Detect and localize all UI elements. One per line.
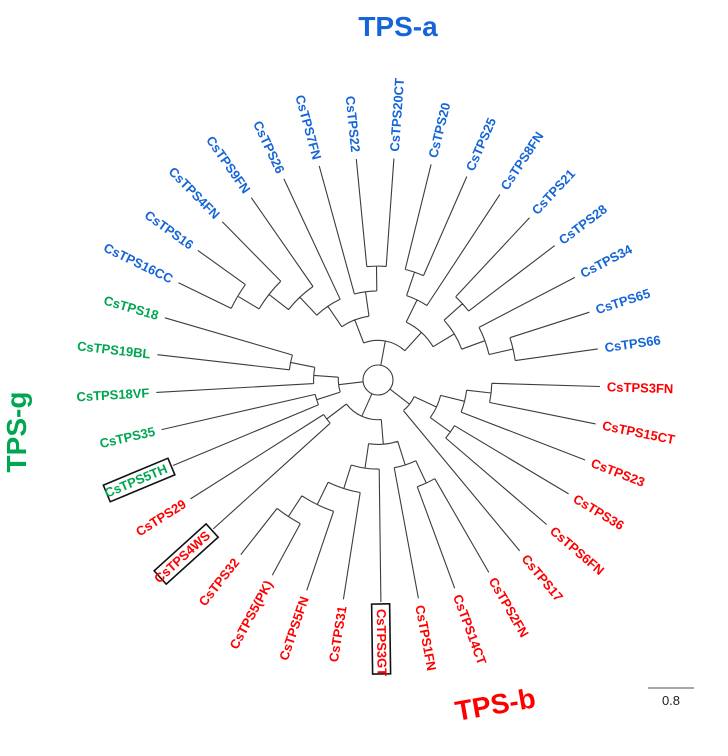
leaf-label: CsTPS2FN — [486, 575, 532, 640]
leaf: CsTPS18 — [102, 293, 160, 323]
leaf-label: CsTPS7FN — [292, 93, 324, 161]
leaf-label: CsTPS18VF — [76, 385, 150, 404]
leaf-label: CsTPS4WS — [151, 528, 213, 586]
leaf: CsTPS5TH — [102, 457, 176, 503]
clade-label-tps-g: TPS-g — [1, 392, 32, 473]
leaf: CsTPS23 — [589, 455, 647, 489]
leaf-label: CsTPS20 — [425, 101, 453, 159]
highlight-box — [153, 522, 220, 586]
leaf-label: CsTPS3GT — [374, 609, 390, 676]
tree-branch-paths — [156, 158, 600, 603]
leaf: CsTPS34 — [578, 241, 636, 281]
leaf: CsTPS31 — [326, 605, 350, 663]
scale-bar: 0.8 — [648, 687, 694, 708]
leaf: CsTPS20 — [425, 101, 453, 159]
leaf: CsTPS2FN — [486, 575, 532, 640]
leaf: CsTPS3FN — [607, 379, 674, 396]
leaf: CsTPS6FN — [547, 523, 607, 578]
highlight-box — [102, 457, 176, 503]
leaf-label: CsTPS28 — [556, 201, 610, 247]
leaf: CsTPS14CT — [450, 592, 490, 666]
leaf-label: CsTPS5(PK) — [226, 578, 275, 652]
leaf: CsTPS8FN — [497, 129, 546, 193]
leaf: CsTPS22 — [343, 95, 363, 153]
leaf-label: CsTPS18 — [102, 293, 160, 323]
leaf-label: CsTPS29 — [133, 496, 189, 539]
leaf: CsTPS1FN — [412, 604, 439, 672]
leaf: CsTPS4WS — [151, 522, 220, 586]
leaf: CsTPS17 — [519, 551, 567, 604]
clade-label-tps-a: TPS-a — [358, 11, 438, 42]
leaf-label: CsTPS5FN — [276, 595, 312, 663]
leaf-label: CsTPS23 — [589, 455, 647, 489]
leaf-label: CsTPS22 — [343, 95, 363, 153]
leaf: CsTPS7FN — [292, 93, 324, 161]
leaf-label: CsTPS16 — [142, 207, 197, 252]
leaf-label: CsTPS32 — [196, 555, 243, 609]
leaf: CsTPS28 — [556, 201, 610, 247]
leaf: CsTPS15CT — [601, 418, 676, 447]
leaf: CsTPS20CT — [387, 77, 407, 152]
leaf-label: CsTPS14CT — [450, 592, 490, 666]
highlight-box — [370, 603, 392, 675]
leaf-label: CsTPS1FN — [412, 604, 439, 672]
leaf-label: CsTPS8FN — [497, 129, 546, 193]
leaf-label: CsTPS4FN — [166, 164, 223, 222]
leaf-label: CsTPS36 — [571, 491, 627, 533]
leaf-label: CsTPS26 — [250, 118, 287, 175]
tree-root-circle — [362, 364, 394, 396]
leaf-label: CsTPS34 — [578, 241, 636, 281]
leaf-label: CsTPS25 — [463, 115, 499, 173]
tree-branches — [156, 158, 600, 603]
leaf: CsTPS16CC — [101, 240, 176, 287]
leaf: CsTPS19BL — [76, 338, 151, 361]
scale-bar-value: 0.8 — [662, 693, 680, 708]
leaf-label: CsTPS9FN — [203, 133, 253, 196]
leaf: CsTPS35 — [98, 424, 156, 451]
leaf: CsTPS9FN — [203, 133, 253, 196]
leaf-label: CsTPS6FN — [547, 523, 607, 578]
leaf: CsTPS66 — [604, 332, 662, 355]
leaf-label: CsTPS31 — [326, 605, 350, 663]
leaf: CsTPS25 — [463, 115, 499, 173]
leaf-label: CsTPS66 — [604, 332, 662, 355]
leaf-label: CsTPS19BL — [76, 338, 151, 361]
leaf-label: CsTPS21 — [529, 166, 578, 217]
leaf: CsTPS5(PK) — [226, 578, 275, 652]
clade-label-tps-b: TPS-b — [453, 682, 538, 727]
leaf-label: CsTPS65 — [594, 286, 652, 318]
leaf: CsTPS29 — [133, 496, 189, 539]
leaf: CsTPS18VF — [76, 385, 150, 404]
leaf-label: CsTPS16CC — [101, 240, 176, 287]
leaf: CsTPS4FN — [166, 164, 223, 222]
leaf-label: CsTPS20CT — [387, 77, 407, 152]
leaf: CsTPS36 — [571, 491, 627, 533]
leaf: CsTPS5FN — [276, 595, 312, 663]
leaf-label: CsTPS17 — [519, 551, 567, 604]
leaf-label: CsTPS15CT — [601, 418, 676, 447]
leaf: CsTPS21 — [529, 166, 578, 217]
leaf-label: CsTPS3FN — [607, 379, 674, 396]
leaf: CsTPS16 — [142, 207, 197, 252]
leaf: CsTPS65 — [594, 286, 652, 318]
leaf-label: CsTPS35 — [98, 424, 156, 451]
leaf: CsTPS3GT — [370, 603, 392, 676]
leaf: CsTPS32 — [196, 555, 243, 609]
leaf: CsTPS26 — [250, 118, 287, 175]
